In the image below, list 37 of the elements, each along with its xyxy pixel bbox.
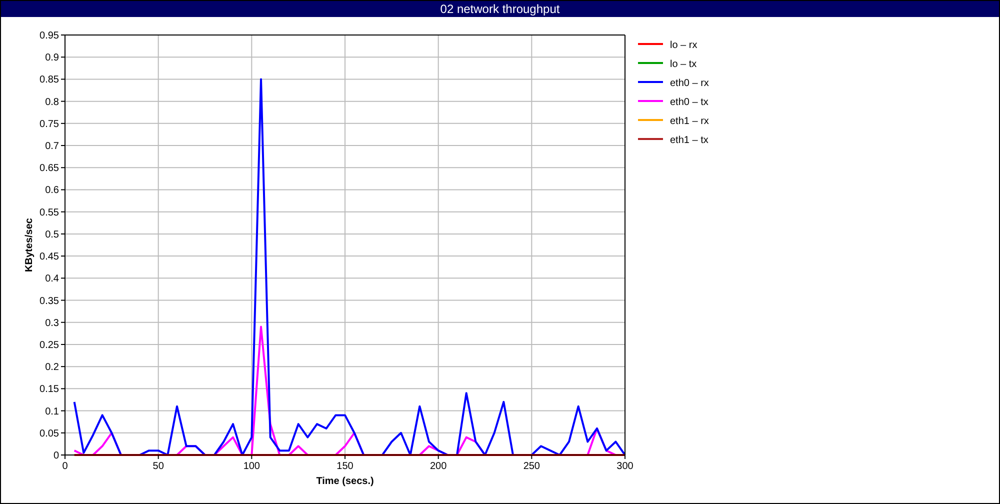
- y-tick-label: 0.95: [40, 30, 60, 42]
- y-tick-label: 0.2: [45, 362, 60, 374]
- y-tick-label: 0.65: [40, 163, 60, 174]
- y-tick-label: 0.45: [40, 252, 60, 263]
- y-tick-label: 0.8: [45, 96, 60, 108]
- y-tick-label: 0.15: [40, 384, 60, 396]
- y-axis-title: KBytes/sec: [24, 218, 35, 272]
- y-tick-label: 0.25: [40, 340, 60, 351]
- y-tick-label: 0.35: [40, 296, 60, 307]
- y-tick-label: 0.4: [45, 274, 60, 285]
- line-series: [73, 78, 626, 456]
- y-tick-label: 0: [53, 450, 60, 462]
- y-tick-label: 0.3: [45, 318, 60, 329]
- x-tick-label: 200: [430, 461, 448, 472]
- x-tick-label: 50: [152, 461, 164, 472]
- legend-label: lo – rx: [670, 40, 698, 51]
- x-tick-label: 0: [62, 461, 68, 472]
- x-tick-label: 150: [336, 461, 354, 472]
- legend-label: eth1 – rx: [670, 116, 709, 127]
- y-tick-label: 0.6: [45, 185, 60, 196]
- x-axis-title: Time (secs.): [316, 476, 374, 487]
- legend-label: lo – tx: [670, 59, 697, 70]
- y-tick-label: 0.7: [45, 141, 60, 152]
- y-tick-label: 0.75: [40, 118, 60, 130]
- y-tick-label: 0.9: [45, 52, 60, 64]
- x-tick-label: 100: [243, 461, 260, 472]
- y-tick-label: 0.55: [40, 207, 60, 218]
- chart-title: 02 network throughput: [440, 2, 560, 16]
- y-tick-label: 0.1: [45, 406, 60, 418]
- legend-label: eth0 – tx: [670, 97, 708, 108]
- legend-label: eth1 – tx: [670, 135, 708, 146]
- y-tick-label: 0.85: [40, 74, 60, 86]
- y-tick-label: 0.05: [40, 428, 60, 440]
- x-tick-label: 250: [523, 461, 540, 472]
- y-tick-label: 0.5: [45, 229, 60, 240]
- legend-label: eth0 – rx: [670, 78, 709, 89]
- x-tick-label: 300: [616, 461, 634, 472]
